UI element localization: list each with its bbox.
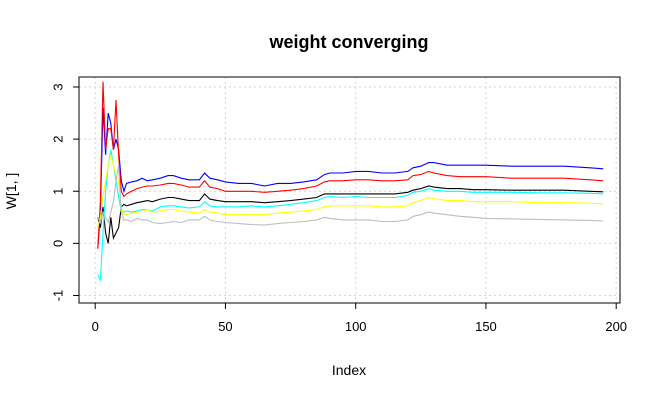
grid-lines <box>79 77 620 303</box>
series-line-3 <box>97 185 604 244</box>
x-tick-label: 150 <box>475 319 497 334</box>
y-tick-label: 1 <box>50 188 65 195</box>
y-tick-label: -1 <box>50 290 65 302</box>
series-line-6 <box>97 165 604 226</box>
y-tick-label: 2 <box>50 136 65 143</box>
x-axis-label: Index <box>332 362 366 378</box>
y-tick-label: 0 <box>50 240 65 247</box>
x-axis: 0 50 100 150 200 <box>92 302 627 334</box>
x-tick-label: 100 <box>345 319 367 334</box>
x-tick-label: 0 <box>92 319 99 334</box>
x-tick-label: 200 <box>605 319 627 334</box>
y-axis: -1 0 1 2 3 <box>50 83 80 302</box>
data-series <box>97 81 604 283</box>
series-line-1 <box>97 107 604 249</box>
y-tick-label: 3 <box>50 83 65 90</box>
series-line-2 <box>97 81 604 249</box>
x-tick-label: 50 <box>218 319 232 334</box>
series-line-4 <box>97 149 604 283</box>
chart-title: weight converging <box>268 32 428 52</box>
y-axis-label: W[1, ] <box>3 173 19 210</box>
